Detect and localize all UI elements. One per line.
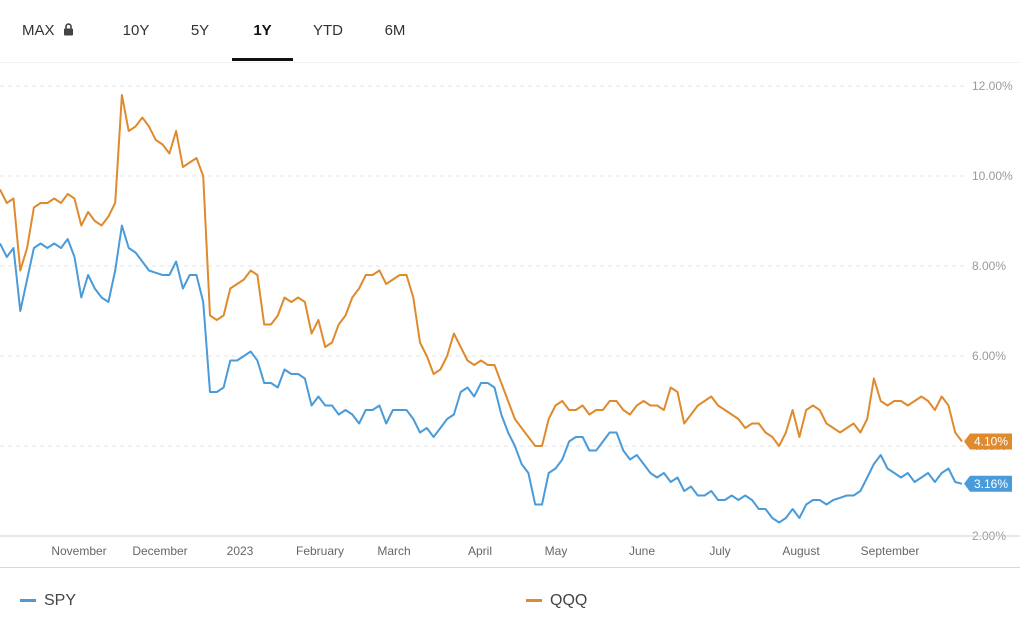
legend-divider	[0, 567, 1020, 568]
tab-1y-label: 1Y	[253, 22, 272, 39]
x-tick-label: February	[296, 544, 344, 558]
legend-label-qqq: QQQ	[550, 592, 588, 609]
active-tab-indicator	[232, 58, 293, 61]
end-value-badge-qqq	[964, 433, 1012, 450]
legend-swatch-spy	[20, 599, 36, 603]
x-tick-label: July	[709, 544, 730, 558]
x-tick-label: March	[377, 544, 410, 558]
series-line-qqq	[0, 94, 963, 447]
lock-icon	[63, 23, 74, 40]
legend-item-spy[interactable]: SPY	[20, 592, 76, 612]
tab-ytd-label: YTD	[313, 22, 343, 39]
legend-swatch-qqq	[526, 599, 542, 603]
x-tick-label: August	[782, 544, 820, 558]
x-tick-label: April	[468, 544, 492, 558]
tab-10y[interactable]: 10Y	[118, 22, 154, 62]
legend-label-spy: SPY	[44, 592, 77, 609]
y-tick-label: 6.00%	[972, 349, 1006, 363]
tab-6m-label: 6M	[384, 22, 406, 39]
tab-10y-label: 10Y	[122, 22, 150, 39]
x-tick-label: November	[51, 544, 106, 558]
tab-6m[interactable]: 6M	[378, 22, 412, 62]
series-line-spy	[0, 224, 963, 524]
tab-max[interactable]: MAX	[22, 22, 86, 62]
legend-item-qqq[interactable]: QQQ	[526, 592, 587, 612]
y-tick-label: 12.00%	[972, 79, 1013, 93]
range-tabs: MAX 10Y 5Y 1Y YTD 6M	[0, 0, 1020, 62]
x-tick-label: 2023	[227, 544, 254, 558]
performance-chart: 2.00%4.00%6.00%8.00%10.00%12.00%November…	[0, 62, 1020, 558]
tab-max-label: MAX	[22, 22, 55, 39]
y-tick-label: 8.00%	[972, 259, 1006, 273]
tab-5y[interactable]: 5Y	[185, 22, 215, 62]
y-tick-label: 10.00%	[972, 169, 1013, 183]
x-tick-label: May	[545, 544, 568, 558]
x-tick-label: December	[132, 544, 187, 558]
x-tick-label: June	[629, 544, 655, 558]
tab-ytd[interactable]: YTD	[308, 22, 348, 62]
end-value-label-spy: 3.16%	[974, 477, 1008, 491]
end-value-label-qqq: 4.10%	[974, 435, 1008, 449]
x-tick-label: September	[861, 544, 920, 558]
tab-5y-label: 5Y	[190, 22, 210, 39]
tab-1y[interactable]: 1Y	[232, 22, 293, 62]
end-value-badge-spy	[964, 475, 1012, 492]
